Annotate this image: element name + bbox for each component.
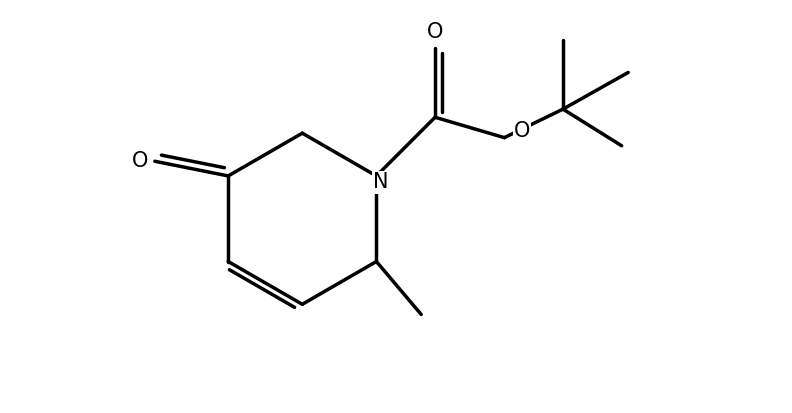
Text: O: O — [427, 22, 444, 42]
Text: N: N — [373, 173, 388, 192]
Text: O: O — [132, 151, 148, 171]
Text: O: O — [514, 121, 531, 141]
